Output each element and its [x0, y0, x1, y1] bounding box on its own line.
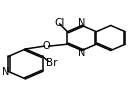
Text: O: O	[43, 41, 50, 51]
Text: N: N	[78, 18, 86, 28]
Text: Br: Br	[46, 58, 57, 68]
Text: Cl: Cl	[54, 18, 64, 28]
Text: N: N	[2, 67, 10, 77]
Text: N: N	[78, 48, 86, 58]
